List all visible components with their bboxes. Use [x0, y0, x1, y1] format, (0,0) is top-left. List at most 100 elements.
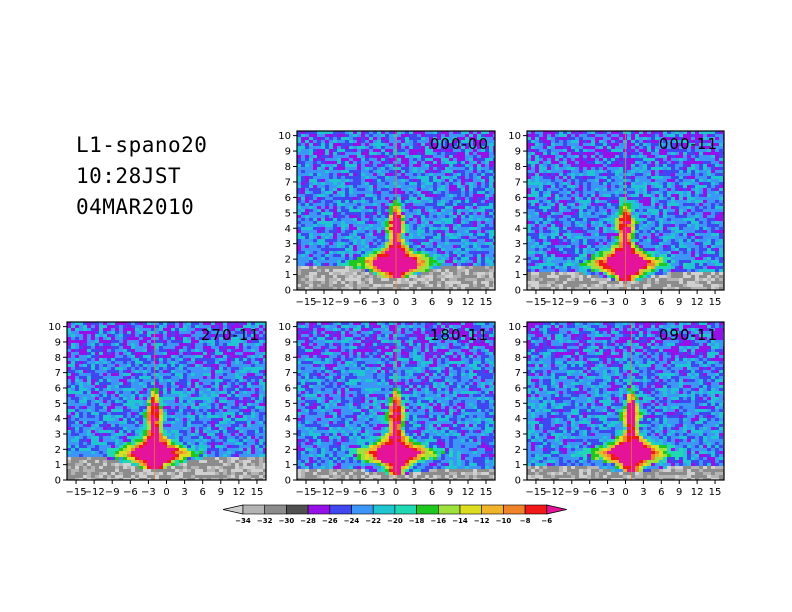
date-label: 04MAR2010	[76, 195, 195, 219]
x-tick-label: −9	[335, 487, 350, 498]
colorbar-segment	[459, 504, 483, 515]
colorbar-segment	[286, 504, 309, 515]
y-tick-label: 4	[285, 414, 291, 425]
colorbar-label: −20	[387, 517, 403, 525]
y-tick-label: 0	[55, 476, 61, 487]
y-tick-label: 5	[515, 208, 521, 219]
x-tick-label: −6	[123, 487, 138, 498]
colorbar-label: −12	[474, 517, 490, 525]
x-tick-label: 0	[393, 297, 399, 308]
y-tick-label: 0	[515, 286, 521, 297]
x-tick-label: −3	[371, 297, 386, 308]
y-tick-label: 1	[515, 460, 521, 471]
y-tick-label: 0	[285, 476, 291, 487]
x-tick-label: −12	[313, 297, 334, 308]
y-tick-label: 1	[285, 460, 291, 471]
x-tick-label: −15	[65, 487, 86, 498]
y-tick-label: 8	[285, 353, 291, 364]
x-tick-label: −3	[371, 487, 386, 498]
x-tick-label: 9	[447, 297, 453, 308]
x-tick-label: −15	[295, 297, 316, 308]
x-tick-label: 12	[462, 297, 475, 308]
y-tick-label: 5	[285, 399, 291, 410]
panel-title: 270-11	[201, 326, 260, 344]
colorbar-label: −6	[541, 517, 552, 525]
x-tick-label: 3	[411, 297, 417, 308]
y-tick-label: 7	[285, 368, 291, 379]
x-tick-label: −6	[353, 487, 368, 498]
colorbar-label: −8	[520, 517, 531, 525]
colorbar-label: −26	[322, 517, 338, 525]
heatmap-field	[527, 131, 724, 290]
x-tick-label: 3	[640, 487, 646, 498]
x-tick-label: −3	[600, 297, 615, 308]
panel-title: 180-11	[430, 326, 489, 344]
colorbar-over-arrow	[546, 504, 567, 515]
x-tick-label: −15	[525, 487, 546, 498]
x-tick-label: 9	[676, 297, 682, 308]
y-tick-label: 3	[515, 429, 521, 440]
colorbar-label: −14	[452, 517, 468, 525]
y-tick-label: 2	[515, 255, 521, 266]
x-tick-label: −15	[525, 297, 546, 308]
y-tick-label: 3	[285, 239, 291, 250]
y-tick-label: 8	[515, 353, 521, 364]
colorbar-segment	[437, 504, 461, 515]
colorbar-label: −18	[409, 517, 425, 525]
colorbar-segment	[307, 504, 331, 515]
y-tick-label: 9	[515, 147, 521, 158]
x-tick-label: 3	[411, 487, 417, 498]
x-tick-label: 6	[658, 487, 664, 498]
y-tick-label: 7	[515, 368, 521, 379]
x-tick-label: 3	[181, 487, 187, 498]
y-tick-label: 4	[285, 224, 291, 235]
x-tick-label: −12	[543, 487, 564, 498]
y-tick-label: 6	[55, 383, 61, 394]
panel-title: 000-11	[659, 135, 718, 153]
y-tick-label: 6	[515, 383, 521, 394]
x-tick-label: −3	[600, 487, 615, 498]
colorbar-label: −10	[496, 517, 512, 525]
colorbar-segment	[416, 504, 439, 515]
colorbar-segment	[372, 504, 396, 515]
x-tick-label: 6	[429, 487, 435, 498]
colorbar-label: −30	[279, 517, 295, 525]
colorbar-label: −28	[300, 517, 316, 525]
y-tick-label: 6	[285, 383, 291, 394]
colorbar-segment	[394, 504, 417, 515]
y-tick-label: 5	[55, 399, 61, 410]
x-tick-label: −6	[582, 487, 597, 498]
x-tick-label: −12	[84, 487, 105, 498]
colorbar-label: −22	[365, 517, 381, 525]
x-tick-label: 15	[251, 487, 264, 498]
y-tick-label: 10	[508, 131, 521, 142]
y-tick-label: 2	[285, 445, 291, 456]
x-tick-label: 3	[640, 297, 646, 308]
x-tick-label: −12	[543, 297, 564, 308]
y-tick-label: 2	[285, 255, 291, 266]
heatmap-field	[297, 322, 495, 480]
x-tick-label: 12	[232, 487, 245, 498]
colorbar-label: −34	[235, 517, 251, 525]
x-tick-label: −3	[141, 487, 156, 498]
y-tick-label: 7	[55, 368, 61, 379]
colorbar-segment	[329, 504, 352, 515]
x-tick-label: −12	[313, 487, 334, 498]
colorbar-segment	[524, 504, 548, 515]
colorbar-label: −16	[430, 517, 446, 525]
y-tick-label: 1	[515, 270, 521, 281]
y-tick-label: 10	[508, 322, 521, 333]
heatmap-field	[527, 322, 724, 480]
x-tick-label: −6	[582, 297, 597, 308]
y-tick-label: 4	[515, 224, 521, 235]
y-tick-label: 10	[48, 322, 61, 333]
info-block: L1-spano20 10:28JST 04MAR2010	[76, 130, 207, 223]
x-tick-label: 15	[709, 487, 722, 498]
y-tick-label: 2	[515, 445, 521, 456]
colorbar-segment	[242, 504, 266, 515]
y-tick-label: 10	[278, 131, 291, 142]
